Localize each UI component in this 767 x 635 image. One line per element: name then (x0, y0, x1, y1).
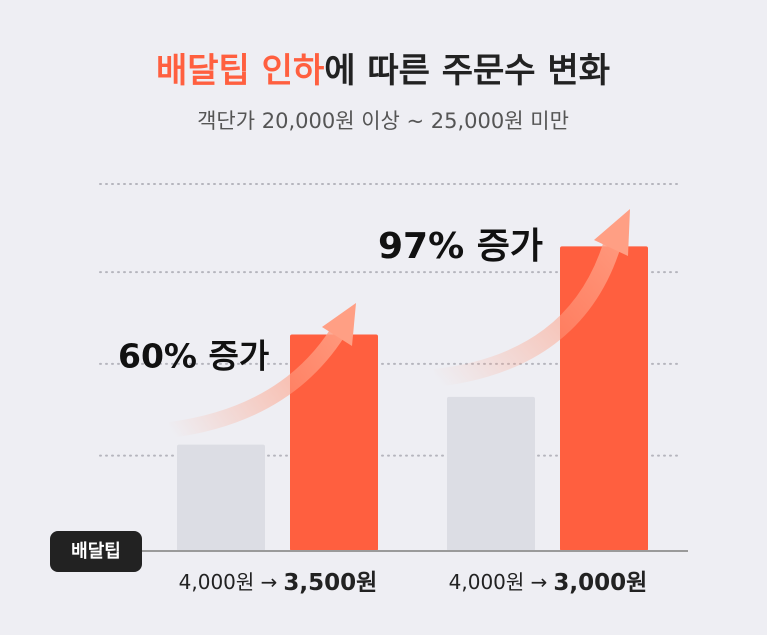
bar (290, 334, 378, 551)
chart-title: 배달팁 인하에 따른 주문수 변화 (156, 51, 610, 91)
chart-subtitle: 객단가 20,000원 이상 ~ 25,000원 미만 (197, 109, 569, 133)
x-tick-label: 4,000원 → 3,000원 (449, 570, 648, 596)
arrow-head (594, 209, 630, 256)
x-tick-labels: 4,000원 → 3,500원 4,000원 → 3,000원 (179, 570, 648, 596)
x-tick-label: 4,000원 → 3,500원 (179, 570, 378, 596)
arrow (168, 327, 345, 438)
bar (560, 246, 648, 551)
title-highlight: 배달팁 인하 (156, 51, 324, 91)
arrow (433, 242, 621, 387)
annotation: 60% 증가 (118, 337, 269, 376)
arrow-head (322, 303, 356, 346)
bar (177, 444, 265, 551)
label-from: 4,000원 → (449, 570, 548, 594)
label-from: 4,000원 → (179, 570, 278, 594)
label-to: 3,500원 (283, 570, 377, 596)
title-rest: 에 따른 주문수 변화 (324, 51, 610, 91)
bars (177, 246, 648, 551)
x-label-badge (50, 531, 142, 572)
bar (447, 396, 535, 551)
label-to: 3,000원 (553, 570, 647, 596)
annotation: 97% 증가 (378, 226, 543, 267)
x-axis-label: 배달팁 (71, 541, 121, 562)
